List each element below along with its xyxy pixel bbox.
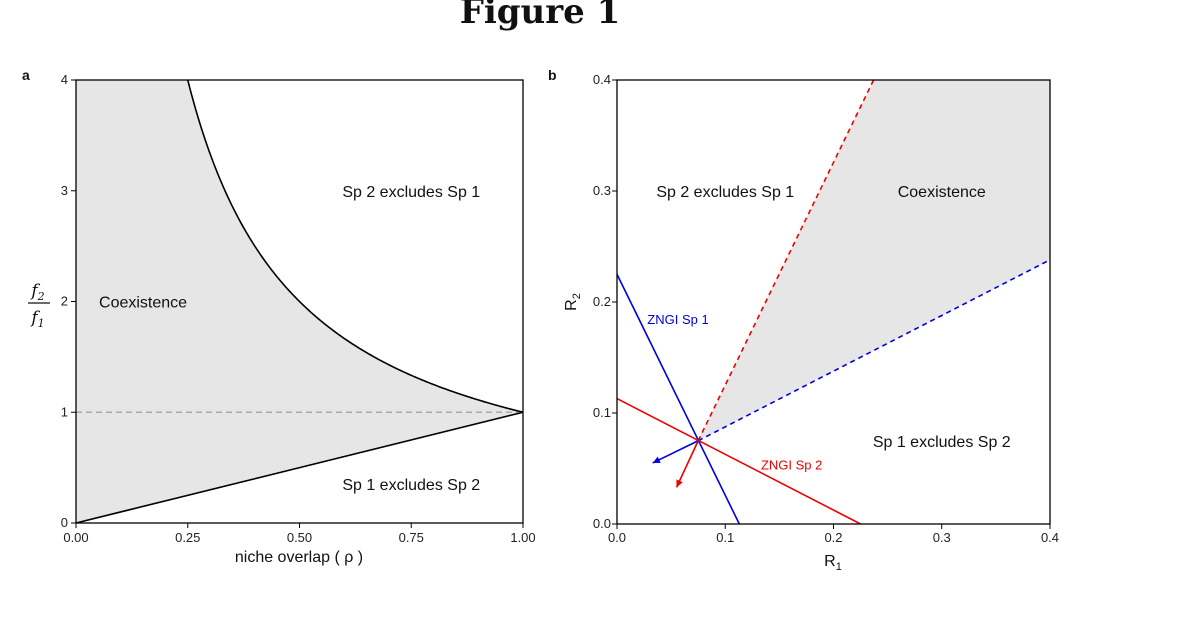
b-region-label: Sp 2 excludes Sp 1 (656, 184, 794, 201)
a-y-tick-label: 4 (61, 72, 68, 87)
b-consumption-arrow (675, 440, 699, 488)
b-zngi-lines: ZNGI Sp 1 ZNGI Sp 2 (616, 79, 1051, 525)
b-supply-line (697, 259, 1051, 442)
a-y-tick-label: 3 (61, 183, 68, 198)
b-x-tick-label: 0.0 (608, 530, 626, 545)
b-region-labels: Sp 2 excludes Sp 1 Coexistence Sp 1 exclud… (656, 184, 1010, 451)
a-y-tick-label: 0 (61, 515, 68, 530)
a-upper-boundary-curve (186, 79, 524, 414)
b-y-axis-label: R2 (563, 293, 583, 311)
b-consumption-arrow (652, 440, 699, 464)
b-region-label: Sp 1 excludes Sp 2 (873, 434, 1011, 451)
b-zngi-sp2-line (616, 397, 861, 525)
panel-a-label: a (22, 67, 30, 83)
b-y-tick-label: 0.3 (593, 183, 611, 198)
figure-title: Figure 1 (459, 0, 621, 32)
a-lower-boundary-curve (75, 411, 524, 524)
svg-text:f2: f2 (29, 281, 44, 303)
b-y-tick-label: 0.4 (593, 72, 611, 87)
b-consumption-arrows (652, 438, 701, 488)
a-x-axis-ticks: 0.00 0.25 0.50 0.75 1.00 (63, 523, 536, 545)
b-x-tick-label: 0.4 (1041, 530, 1059, 545)
a-y-tick-label: 2 (61, 294, 68, 309)
b-supply-line (697, 79, 875, 442)
b-region-label: Coexistence (898, 184, 986, 201)
a-region-label: Sp 1 excludes Sp 2 (342, 477, 480, 494)
a-x-axis-label: niche overlap ( ρ ) (235, 549, 363, 566)
panel-b: b ZNGI Sp 1 ZNGI Sp 2 0.0 0.1 0.2 0.3 0.4 0.0… (548, 67, 1059, 573)
b-zngi-sp2-label: ZNGI Sp 2 (761, 458, 822, 473)
b-coexistence-region (698, 80, 1050, 441)
a-region-labels: Sp 2 excludes Sp 1 Coexistence Sp 1 exclud… (99, 184, 480, 494)
b-zngi-sp1-label: ZNGI Sp 1 (647, 312, 708, 327)
a-y-tick-label: 1 (61, 404, 68, 419)
b-x-tick-label: 0.3 (933, 530, 951, 545)
panel-b-label: b (548, 67, 557, 83)
b-x-tick-label: 0.1 (716, 530, 734, 545)
a-region-label: Coexistence (99, 295, 187, 312)
b-arrow-head (652, 456, 661, 463)
a-x-tick-label: 0.25 (175, 530, 200, 545)
b-y-tick-label: 0.2 (593, 294, 611, 309)
b-equilibrium-point (696, 438, 701, 443)
b-coexistence-fill (698, 80, 1050, 441)
b-arrow-head (676, 479, 683, 488)
b-y-axis-ticks: 0.0 0.1 0.2 0.3 0.4 (593, 72, 617, 531)
a-x-tick-label: 0.50 (287, 530, 312, 545)
b-zngi-sp1-line (616, 273, 741, 525)
a-y-axis-ticks: 0 1 2 3 4 (61, 72, 76, 530)
b-y-tick-label: 0.0 (593, 516, 611, 531)
panel-a: a 0.00 0.25 0.50 0.75 1.00 0 1 2 3 4 niche overl… (22, 67, 536, 566)
a-x-tick-label: 0.75 (399, 530, 424, 545)
a-x-tick-label: 0.00 (63, 530, 88, 545)
a-boundary-curves (75, 79, 524, 524)
a-region-label: Sp 2 excludes Sp 1 (342, 184, 480, 201)
a-x-tick-label: 1.00 (510, 530, 535, 545)
b-x-axis-label: R1 (824, 553, 842, 573)
svg-text:f1: f1 (29, 308, 44, 330)
b-x-tick-label: 0.2 (824, 530, 842, 545)
b-x-axis-ticks: 0.0 0.1 0.2 0.3 0.4 (608, 524, 1059, 545)
a-y-axis-label: f2 f1 (28, 281, 50, 330)
b-y-tick-label: 0.1 (593, 405, 611, 420)
